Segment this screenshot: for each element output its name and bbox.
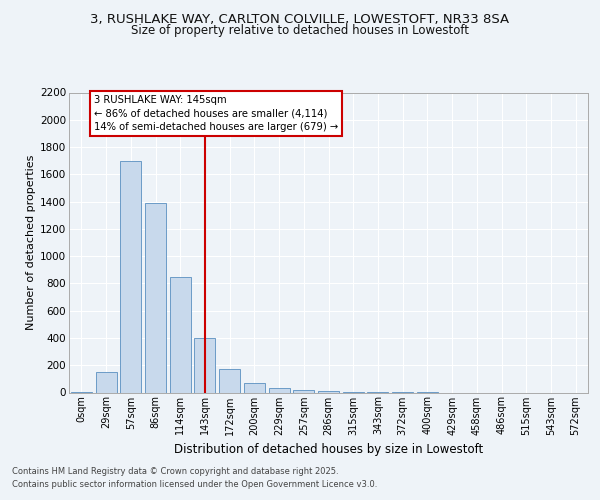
Bar (120, 160, 141, 392)
Text: Size of property relative to detached houses in Lowestoft: Size of property relative to detached ho… (131, 24, 469, 37)
Text: 3, RUSHLAKE WAY, CARLTON COLVILLE, LOWESTOFT, NR33 8SA: 3, RUSHLAKE WAY, CARLTON COLVILLE, LOWES… (91, 12, 509, 26)
Bar (269, 388, 290, 392)
Bar (318, 391, 339, 392)
Bar (293, 390, 314, 392)
Bar (145, 203, 166, 392)
X-axis label: Distribution of detached houses by size in Lowestoft: Distribution of detached houses by size … (174, 443, 483, 456)
Text: 3 RUSHLAKE WAY: 145sqm
← 86% of detached houses are smaller (4,114)
14% of semi-: 3 RUSHLAKE WAY: 145sqm ← 86% of detached… (94, 95, 338, 132)
Bar (219, 368, 240, 392)
Bar (170, 276, 191, 392)
Bar (244, 383, 265, 392)
Y-axis label: Number of detached properties: Number of detached properties (26, 155, 36, 330)
Bar (95, 372, 116, 392)
Bar (194, 338, 215, 392)
Text: Contains public sector information licensed under the Open Government Licence v3: Contains public sector information licen… (12, 480, 377, 489)
Text: Contains HM Land Registry data © Crown copyright and database right 2025.: Contains HM Land Registry data © Crown c… (12, 467, 338, 476)
